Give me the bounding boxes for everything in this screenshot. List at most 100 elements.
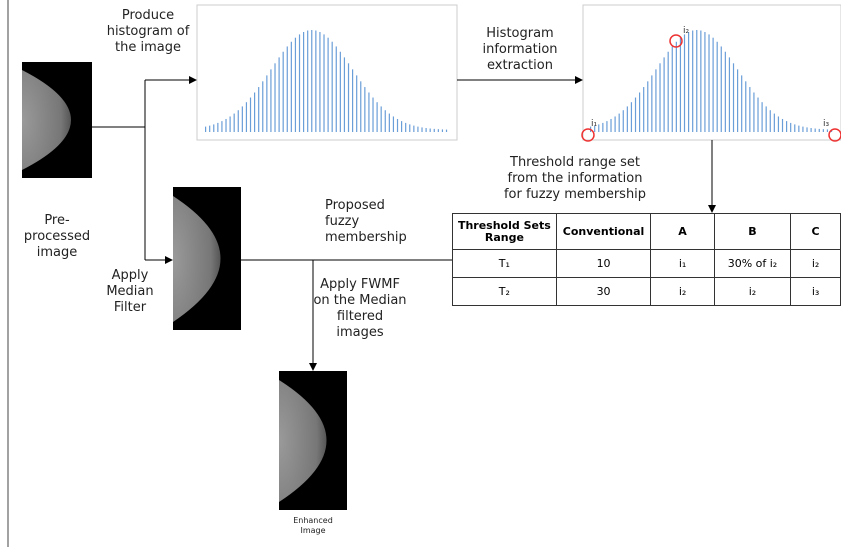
histogram-frame bbox=[583, 5, 841, 140]
hist-bar bbox=[258, 87, 259, 132]
hist-bar bbox=[270, 69, 271, 132]
hist-bar bbox=[753, 92, 754, 132]
hist-bar bbox=[421, 127, 422, 132]
hist-bar bbox=[209, 126, 210, 132]
hist-bar bbox=[655, 69, 656, 132]
hist-bar bbox=[364, 87, 365, 132]
hist-bar bbox=[266, 75, 267, 132]
hist-bar bbox=[299, 34, 300, 132]
hist-bar bbox=[806, 127, 807, 132]
hist-bar bbox=[762, 102, 763, 132]
label: Pre- processed image bbox=[12, 213, 102, 261]
hist-bar bbox=[598, 124, 599, 132]
hist-bar bbox=[409, 124, 410, 132]
hist-bar bbox=[332, 42, 333, 132]
hist-bar bbox=[790, 123, 791, 132]
hist-bar bbox=[688, 32, 689, 132]
hist-bar bbox=[692, 30, 693, 132]
hist-bar bbox=[668, 52, 669, 132]
hist-bar bbox=[348, 63, 349, 132]
cell: 30% of i₂ bbox=[714, 250, 790, 278]
hist-bar bbox=[766, 106, 767, 132]
hist-bar bbox=[307, 30, 308, 132]
hist-bar bbox=[733, 63, 734, 132]
hist-bar bbox=[401, 121, 402, 132]
label: Enhanced Image bbox=[273, 516, 353, 536]
hist-bar bbox=[225, 119, 226, 132]
label: Proposed fuzzy membership bbox=[325, 198, 425, 246]
histogram-frame bbox=[197, 5, 457, 140]
hist-bar bbox=[659, 63, 660, 132]
hist-bar bbox=[377, 102, 378, 132]
hist-bar bbox=[389, 114, 390, 132]
header-cell: A bbox=[651, 214, 714, 250]
hist-bar bbox=[602, 123, 603, 132]
hist-bar bbox=[672, 46, 673, 132]
cell: T₂ bbox=[453, 278, 557, 306]
hist-bar bbox=[250, 98, 251, 132]
hist-bar bbox=[798, 126, 799, 132]
cell: i₁ bbox=[651, 250, 714, 278]
hist-bar bbox=[295, 38, 296, 132]
hist-bar bbox=[815, 129, 816, 132]
hist-bar bbox=[238, 110, 239, 132]
hist-bar bbox=[372, 98, 373, 132]
header-cell: Conventional bbox=[556, 214, 651, 250]
hist-bar bbox=[393, 116, 394, 132]
hist-bar bbox=[819, 129, 820, 132]
cell: 30 bbox=[556, 278, 651, 306]
hist-bar bbox=[770, 110, 771, 132]
hist-bar bbox=[757, 98, 758, 132]
hist-bar bbox=[635, 98, 636, 132]
hist-bar bbox=[405, 123, 406, 132]
hist-bar bbox=[786, 121, 787, 132]
hist-bar bbox=[336, 46, 337, 132]
hist-bar bbox=[340, 52, 341, 132]
hist-bar bbox=[279, 57, 280, 132]
hist-bar bbox=[291, 42, 292, 132]
header-cell: Threshold Sets Range bbox=[453, 214, 557, 250]
cell: i₂ bbox=[714, 278, 790, 306]
cell: i₂ bbox=[651, 278, 714, 306]
hist-bar bbox=[413, 126, 414, 132]
label: Apply FWMF on the Median filtered images bbox=[310, 277, 410, 341]
hist-bar bbox=[352, 69, 353, 132]
hist-bar bbox=[381, 106, 382, 132]
header-cell: B bbox=[714, 214, 790, 250]
hist-bar bbox=[794, 124, 795, 132]
hist-bar bbox=[426, 128, 427, 132]
hist-bar bbox=[438, 129, 439, 132]
marker-label: i₂ bbox=[683, 26, 690, 36]
hist-bar bbox=[721, 46, 722, 132]
hist-bar bbox=[664, 57, 665, 132]
hist-bar bbox=[283, 52, 284, 132]
hist-bar bbox=[442, 129, 443, 132]
cell: 10 bbox=[556, 250, 651, 278]
hist-bar bbox=[606, 121, 607, 132]
hist-bar bbox=[356, 75, 357, 132]
cell: i₂ bbox=[791, 250, 841, 278]
hist-bar bbox=[615, 116, 616, 132]
hist-bar bbox=[246, 102, 247, 132]
hist-bar bbox=[274, 63, 275, 132]
hist-bar bbox=[774, 114, 775, 132]
hist-bar bbox=[745, 81, 746, 132]
hist-bar bbox=[680, 38, 681, 132]
header-cell: C bbox=[791, 214, 841, 250]
hist-bar bbox=[725, 52, 726, 132]
hist-bar bbox=[368, 92, 369, 132]
hist-bar bbox=[684, 34, 685, 132]
hist-bar bbox=[623, 110, 624, 132]
hist-bar bbox=[315, 30, 316, 132]
hist-bar bbox=[643, 87, 644, 132]
hist-bar bbox=[262, 81, 263, 132]
hist-bar bbox=[397, 119, 398, 132]
label: Produce histogram of the image bbox=[98, 8, 198, 56]
hist-bar bbox=[417, 127, 418, 132]
hist-bar bbox=[639, 92, 640, 132]
hist-bar bbox=[778, 116, 779, 132]
mammogram bbox=[173, 187, 241, 330]
